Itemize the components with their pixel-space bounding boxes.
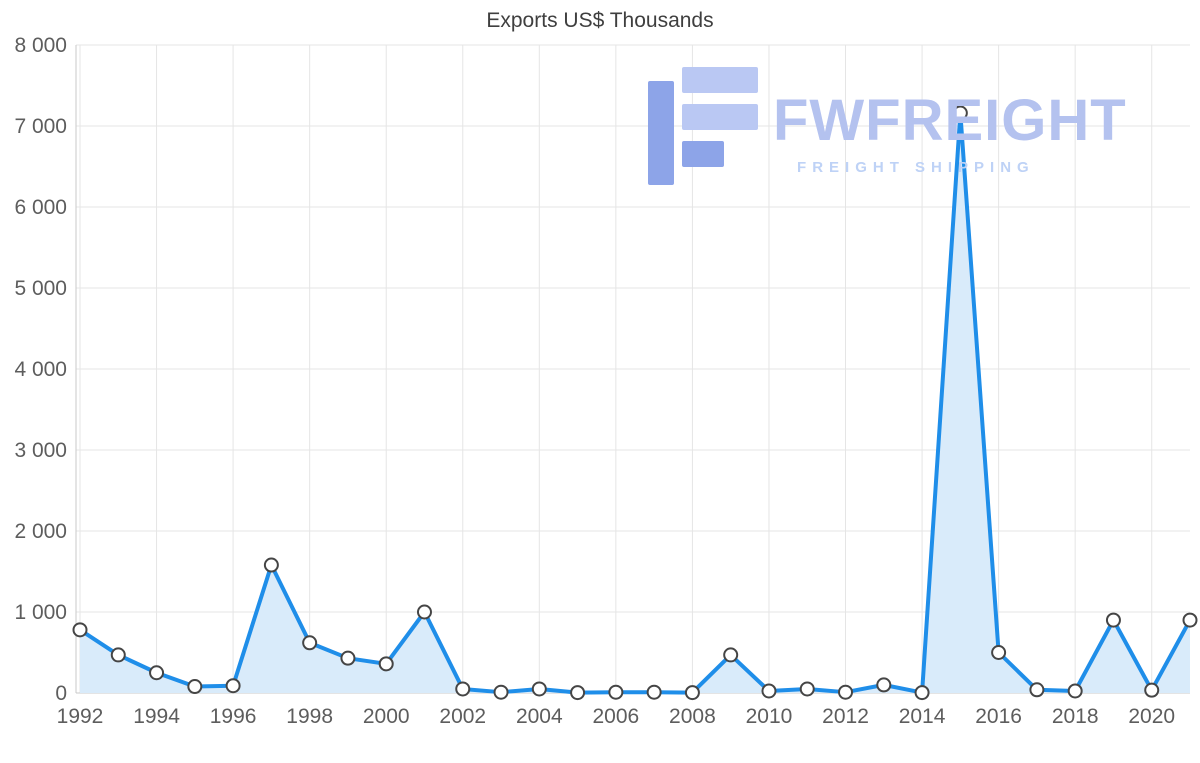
- data-point[interactable]: [1067, 683, 1083, 699]
- data-point[interactable]: [684, 685, 700, 701]
- data-point[interactable]: [263, 557, 279, 573]
- data-point[interactable]: [72, 622, 88, 638]
- data-point[interactable]: [952, 105, 968, 121]
- data-point[interactable]: [110, 647, 126, 663]
- data-point[interactable]: [493, 684, 509, 700]
- data-point[interactable]: [991, 645, 1007, 660]
- x-tick-label: 2012: [822, 705, 869, 728]
- x-tick-label: 2002: [439, 705, 486, 728]
- data-point[interactable]: [876, 677, 892, 693]
- data-point[interactable]: [646, 684, 662, 700]
- x-tick-label: 2004: [516, 705, 563, 728]
- data-point[interactable]: [1029, 682, 1045, 698]
- data-point[interactable]: [1144, 682, 1160, 698]
- x-tick-label: 1992: [57, 705, 104, 728]
- area-fill: [80, 113, 1190, 694]
- data-point[interactable]: [570, 685, 586, 701]
- x-tick-label: 2006: [593, 705, 640, 728]
- x-tick-label: 1998: [286, 705, 333, 728]
- data-point[interactable]: [723, 647, 739, 663]
- data-point[interactable]: [302, 635, 318, 651]
- x-tick-label: 2014: [899, 705, 946, 728]
- data-point[interactable]: [838, 684, 854, 700]
- x-tick-label: 2000: [363, 705, 410, 728]
- y-tick-label: 1 000: [14, 601, 67, 624]
- x-tick-label: 2010: [746, 705, 793, 728]
- data-point[interactable]: [914, 685, 930, 701]
- data-point[interactable]: [416, 604, 432, 620]
- y-tick-label: 8 000: [14, 34, 67, 57]
- data-point[interactable]: [1105, 612, 1121, 628]
- data-point[interactable]: [378, 656, 394, 672]
- y-tick-label: 0: [55, 682, 67, 705]
- data-point[interactable]: [761, 683, 777, 699]
- y-tick-label: 4 000: [14, 358, 67, 381]
- data-point[interactable]: [187, 679, 203, 695]
- x-tick-label: 1996: [210, 705, 257, 728]
- data-point[interactable]: [608, 684, 624, 700]
- x-tick-label: 2016: [975, 705, 1022, 728]
- data-point[interactable]: [225, 678, 241, 694]
- data-line: [78, 111, 1192, 695]
- x-tick-label: 2020: [1128, 705, 1175, 728]
- y-tick-label: 5 000: [14, 277, 67, 300]
- data-point[interactable]: [531, 681, 547, 697]
- x-tick-label: 1994: [133, 705, 180, 728]
- x-tick-label: 2008: [669, 705, 716, 728]
- chart-title: Exports US$ Thousands: [486, 9, 714, 32]
- y-tick-label: 2 000: [14, 520, 67, 543]
- y-tick-label: 7 000: [14, 115, 67, 138]
- y-tick-label: 3 000: [14, 439, 67, 462]
- data-point[interactable]: [1182, 612, 1198, 628]
- data-point[interactable]: [799, 681, 815, 697]
- data-point[interactable]: [455, 681, 471, 697]
- data-point[interactable]: [340, 650, 356, 666]
- y-tick-label: 6 000: [14, 196, 67, 219]
- data-point[interactable]: [149, 665, 165, 681]
- x-tick-label: 2018: [1052, 705, 1099, 728]
